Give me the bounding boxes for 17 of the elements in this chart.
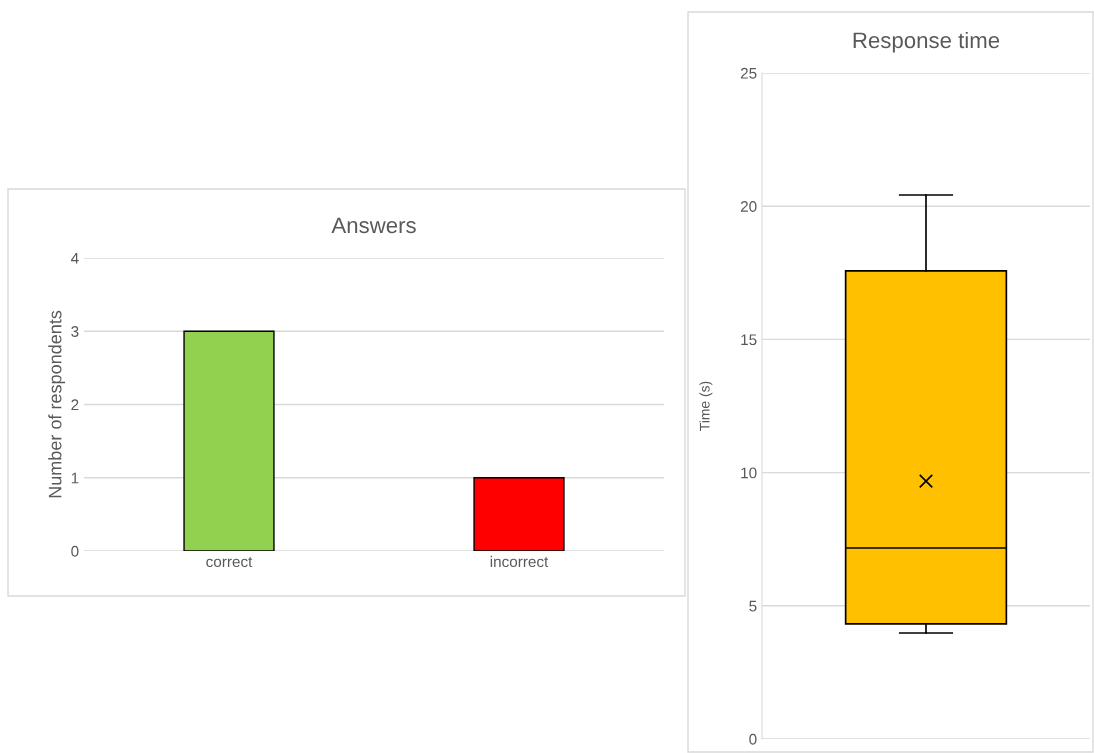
chart-title: Answers: [331, 217, 416, 234]
chart-title: Response time: [853, 31, 1000, 53]
y-tick-label: 1: [71, 472, 79, 484]
x-tick-label: correct: [206, 557, 253, 568]
y-tick-label: 20: [740, 201, 757, 212]
y-tick-label: 0: [71, 545, 79, 557]
y-tick-label: 5: [749, 600, 757, 612]
x-tick-label: incorrect: [490, 555, 549, 568]
y-axis-title: Time (s): [699, 381, 713, 431]
y-tick-label: 25: [740, 67, 757, 79]
y-tick-label: 0: [749, 733, 757, 745]
y-tick-label: 10: [741, 467, 757, 479]
y-tick-label: 2: [71, 399, 79, 411]
y-axis-title: Number of respondents: [48, 310, 66, 498]
y-tick-label: 3: [71, 326, 79, 337]
y-tick-label: 15: [741, 334, 757, 346]
y-tick-label: 4: [70, 253, 79, 264]
